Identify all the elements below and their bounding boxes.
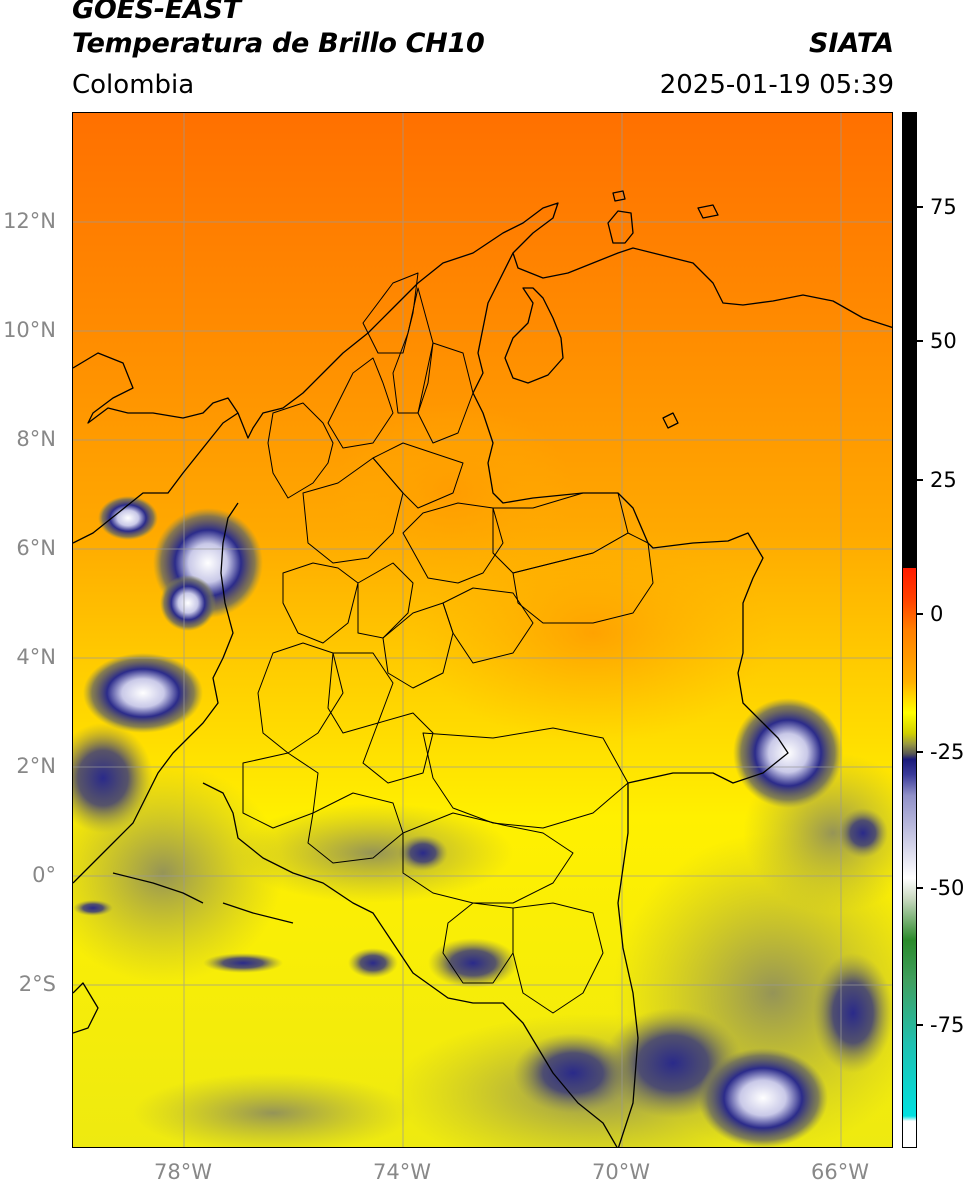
colorbar-label: -25 [930,740,965,764]
department-borders [242,272,654,1014]
product-title: Temperatura de Brillo CH10 [72,28,485,59]
graticule [73,113,892,1147]
colorbar-tick [917,751,923,753]
colorbar [902,112,917,1148]
lat-label: 6°N [16,536,56,560]
convective-cloud [73,900,113,916]
coastline [73,190,892,1034]
satellite-title: GOES-EAST [72,0,241,25]
region-label: Colombia [72,70,195,100]
colorbar-label: 50 [930,329,957,353]
lat-label: 4°N [16,645,56,669]
colorbar-label: -75 [930,1013,965,1037]
colorbar-label: -50 [930,876,965,900]
lat-label: 8°N [16,427,56,451]
map-canvas [73,113,892,1147]
colorbar-label: 75 [930,195,957,219]
cloud-haze [233,803,513,903]
convective-cloud [160,575,216,631]
convective-cloud [838,808,888,858]
colorbar-tick [917,613,923,615]
colorbar-label: 0 [930,602,944,626]
colorbar-tick [917,340,923,342]
lat-label: 12°N [3,209,56,233]
convective-cloud [698,1048,828,1147]
agency-label: SIATA [808,28,894,59]
lat-label: 0° [32,863,56,887]
colorbar-tick [917,206,923,208]
convective-cloud [398,835,448,871]
convective-cloud [83,653,203,733]
lon-label: 70°W [592,1160,650,1184]
colorbar-tick [917,479,923,481]
lon-label: 74°W [373,1160,431,1184]
lat-label: 2°S [18,972,56,996]
convective-cloud [513,1033,633,1113]
timestamp-label: 2025-01-19 05:39 [659,70,894,100]
lat-label: 10°N [3,318,56,342]
lon-label: 66°W [811,1160,869,1184]
convective-cloud [98,496,158,540]
cloud-haze [133,1073,413,1147]
convective-cloud [428,938,518,988]
warm-region [413,523,773,743]
convective-cloud [203,953,283,973]
colorbar-label: 25 [930,468,957,492]
convective-cloud [813,953,892,1073]
convective-cloud [348,948,398,978]
colorbar-tick [917,887,923,889]
lon-label: 78°W [154,1160,212,1184]
colorbar-tick [917,1024,923,1026]
satellite-map[interactable] [72,112,893,1148]
convective-cloud [73,723,153,833]
lat-label: 2°N [16,754,56,778]
